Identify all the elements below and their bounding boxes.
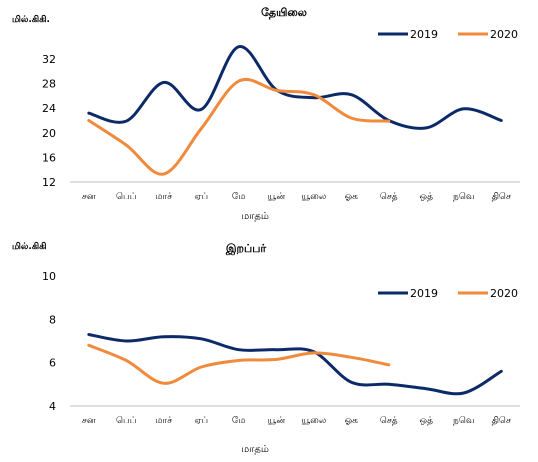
chart2-x-tick-label: ஓக	[345, 416, 359, 426]
chart2-x-tick-label: நவெ	[453, 416, 474, 426]
chart1-y-unit-label: மில்.கிகி.	[12, 14, 50, 25]
chart1-y-tick-label: 16	[42, 151, 56, 164]
chart2-x-tick-label: யூலை	[301, 416, 326, 426]
chart2-y-tick-label: 10	[42, 270, 56, 283]
chart1-x-tick-label: ஏப்	[194, 192, 208, 202]
chart2-x-tick-label: மாச்	[155, 416, 172, 426]
chart2-legend-label-2020: 2020	[490, 287, 518, 300]
chart2-y-tick-label: 4	[49, 400, 56, 413]
chart1-series-line-2019	[87, 45, 503, 130]
chart2-y-unit-label: மில்.கிகி	[12, 241, 47, 252]
chart2-x-tick-label: மே	[232, 416, 246, 426]
chart1-x-tick-label: யூலை	[301, 192, 326, 202]
chart1-y-tick-label: 24	[42, 102, 56, 115]
chart1-x-tick-label: செத்	[380, 192, 398, 202]
chart1-x-axis-label: மாதம்	[241, 211, 269, 222]
chart1-x-tick-label: திசெ	[492, 192, 511, 202]
chart2-x-tick-label: திசெ	[492, 416, 511, 426]
chart1-y-tick-label: 28	[42, 78, 56, 91]
chart2-x-tick-label: சன	[82, 416, 96, 426]
chart1-y-tick-label: 32	[42, 53, 56, 66]
chart2-x-tick-label: செத்	[380, 416, 398, 426]
chart1-title: தேயிலை	[261, 6, 307, 20]
chart1-x-tick-label: மாச்	[155, 192, 172, 202]
chart1-x-tick-label: நவெ	[453, 192, 474, 202]
chart2-series-line-2020	[87, 343, 391, 385]
chart1-x-tick-label: சன	[82, 192, 96, 202]
chart1-x-tick-label: ஓக	[345, 192, 359, 202]
chart2-x-tick-label: யூன்	[267, 416, 285, 426]
chart1-x-tick-label: மே	[232, 192, 246, 202]
chart1-legend-label-2020: 2020	[490, 28, 518, 41]
chart1-y-tick-label: 20	[42, 127, 56, 140]
chart2-x-axis-label: மாதம்	[241, 444, 269, 455]
chart1-legend-label-2019: 2019	[410, 28, 438, 41]
chart2-title: இறப்பர்	[225, 242, 267, 255]
chart1-x-tick-label: யூன்	[267, 192, 285, 202]
chart2-y-tick-label: 8	[49, 313, 56, 326]
chart1-x-tick-label: பெப்	[116, 192, 136, 202]
chart2-x-tick-label: ஏப்	[194, 416, 208, 426]
chart2-x-tick-label: பெப்	[116, 416, 136, 426]
chart1-y-tick-label: 12	[42, 176, 56, 189]
chart2-series-line-2019	[87, 333, 503, 396]
chart2-y-tick-label: 6	[49, 357, 56, 370]
chart2-x-tick-label: ஒத்	[420, 416, 434, 426]
chart1-series-line-2020	[87, 78, 391, 176]
chart2-legend-label-2019: 2019	[410, 287, 438, 300]
chart1-x-tick-label: ஒத்	[420, 192, 434, 202]
